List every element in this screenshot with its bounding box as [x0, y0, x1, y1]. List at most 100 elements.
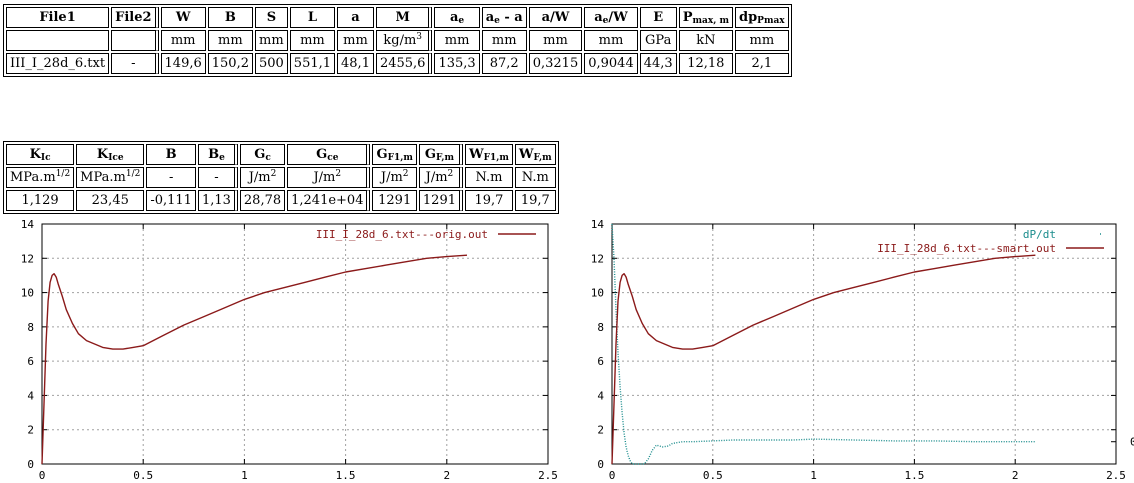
col-header-m: M	[375, 7, 433, 28]
col-header-w: W	[160, 7, 206, 28]
col-header-s: S	[254, 7, 288, 28]
value-cell: 12,18	[678, 53, 733, 74]
table-header-row: KIc KIce B Be Gc Gce GF1,m GF,m WF1,m WF…	[6, 144, 556, 165]
value-cell: 149,6	[160, 53, 206, 74]
y-tick-label: 10	[591, 287, 604, 300]
col-header-b: B	[207, 7, 253, 28]
col-header-kice: KIce	[76, 144, 145, 165]
col-header-file1: File1	[6, 7, 110, 28]
value-cell: 500	[254, 53, 288, 74]
value-cell: -0,111	[146, 190, 196, 211]
value-cell: 150,2	[207, 53, 253, 74]
unit-cell	[6, 30, 110, 51]
col-header-gf1m: GF1,m	[372, 144, 417, 165]
y-tick-label: 0	[597, 458, 604, 471]
col-header-ae: ae	[434, 7, 480, 28]
table-values-row: III_I_28d_6.txt - 149,6 150,2 500 551,1 …	[6, 53, 789, 74]
unit-cell: mm	[734, 30, 789, 51]
unit-cell: mm	[207, 30, 253, 51]
x-tick-label: 0	[39, 469, 46, 482]
y-tick-label: 4	[597, 389, 604, 402]
x-tick-label: 0	[609, 469, 616, 482]
col-header-gfm: GF,m	[418, 144, 463, 165]
unit-cell	[111, 30, 159, 51]
col-header-a: a	[337, 7, 374, 28]
value-cell: -	[111, 53, 159, 74]
col-header-kic: KIc	[6, 144, 75, 165]
x-tick-label: 0.5	[133, 469, 153, 482]
value-cell: 0,9044	[584, 53, 638, 74]
unit-cell: mm	[481, 30, 527, 51]
col-header-be: Be	[197, 144, 238, 165]
value-cell: 1291	[418, 190, 463, 211]
col-header-file2: File2	[111, 7, 159, 28]
y-tick-label: 2	[597, 424, 604, 437]
y-tick-label: 4	[27, 389, 34, 402]
y-tick-label: 14	[21, 218, 35, 231]
value-cell: 23,45	[76, 190, 145, 211]
x-tick-label: 1.5	[336, 469, 356, 482]
unit-cell: MPa.m1/2	[76, 167, 145, 188]
y-tick-label: 10	[21, 287, 34, 300]
unit-cell: J/m2	[372, 167, 417, 188]
series-line-0	[41, 254, 468, 465]
value-cell: 19,7	[514, 190, 556, 211]
col-header-e: E	[639, 7, 677, 28]
y-tick-label: 8	[597, 321, 604, 334]
col-header-gc: Gc	[239, 144, 286, 165]
x-tick-label: 1	[810, 469, 817, 482]
unit-cell: mm	[528, 30, 583, 51]
x-tick-label: 2.5	[538, 469, 558, 482]
value-cell: 2,1	[734, 53, 789, 74]
x-tick-label: 1	[241, 469, 248, 482]
unit-cell: mm	[254, 30, 288, 51]
y-tick-label: 2	[27, 424, 34, 437]
table-units-row: MPa.m1/2 MPa.m1/2 - - J/m2 J/m2 J/m2 J/m…	[6, 167, 556, 188]
col-header-a-over-w: a/W	[528, 7, 583, 28]
legend-label: III_I_28d_6.txt---smart.out	[877, 242, 1056, 255]
unit-cell: N.m	[514, 167, 556, 188]
x-tick-label: 1.5	[904, 469, 924, 482]
value-cell: 44,3	[639, 53, 677, 74]
unit-cell: MPa.m1/2	[6, 167, 75, 188]
unit-cell: mm	[337, 30, 374, 51]
value-cell: 48,1	[337, 53, 374, 74]
legend-label: dP/dt	[1023, 228, 1056, 241]
col-header-ae-over-w: ae/W	[584, 7, 638, 28]
col-header-b: B	[146, 144, 196, 165]
chart-orig: 0 0.5 1 1.5 2 2.5 0 2 4 6 8 10 12 14 III_I_28d_6.txt--…	[21, 218, 558, 482]
value-cell: 19,7	[465, 190, 513, 211]
results-table-main: File1 File2 W B S L a M ae ae - a a/W ae…	[3, 4, 792, 77]
y-tick-label: 14	[591, 218, 605, 231]
value-cell: 0,3215	[528, 53, 583, 74]
y-tick-label: 6	[597, 355, 604, 368]
y-tick-label: 12	[591, 252, 604, 265]
col-header-l: L	[289, 7, 336, 28]
x-tick-label: 2	[443, 469, 450, 482]
value-cell: 135,3	[434, 53, 480, 74]
value-cell: 551,1	[289, 53, 336, 74]
results-table-fracture: KIc KIce B Be Gc Gce GF1,m GF,m WF1,m WF…	[3, 141, 559, 214]
value-cell: 1,129	[6, 190, 75, 211]
col-header-wfm: WF,m	[514, 144, 556, 165]
unit-cell: mm	[289, 30, 336, 51]
table-header-row: File1 File2 W B S L a M ae ae - a a/W ae…	[6, 7, 789, 28]
y-tick-label: 12	[21, 252, 34, 265]
chart-smart: 0 0.5 1 1.5 2 2.5 0 2 4 6 8 10 12 14 0 dP/dtIII_I_28d_6…	[591, 218, 1134, 482]
col-header-ae-minus-a: ae - a	[481, 7, 527, 28]
x-tick-label: 0.5	[703, 469, 723, 482]
unit-cell: -	[146, 167, 196, 188]
value-cell: 28,78	[239, 190, 286, 211]
value-cell: 1,241e+04	[287, 190, 371, 211]
y2-tick-label: 0	[1130, 436, 1134, 449]
x-tick-label: 2	[1012, 469, 1019, 482]
legend-label: III_I_28d_6.txt---orig.out	[316, 228, 488, 241]
unit-cell: J/m2	[287, 167, 371, 188]
unit-cell: kN	[678, 30, 733, 51]
value-cell: 87,2	[481, 53, 527, 74]
value-cell: 2455,6	[375, 53, 433, 74]
value-cell: 1,13	[197, 190, 238, 211]
series-line-1	[611, 254, 1036, 465]
col-header-gce: Gce	[287, 144, 371, 165]
y-tick-label: 0	[27, 458, 34, 471]
